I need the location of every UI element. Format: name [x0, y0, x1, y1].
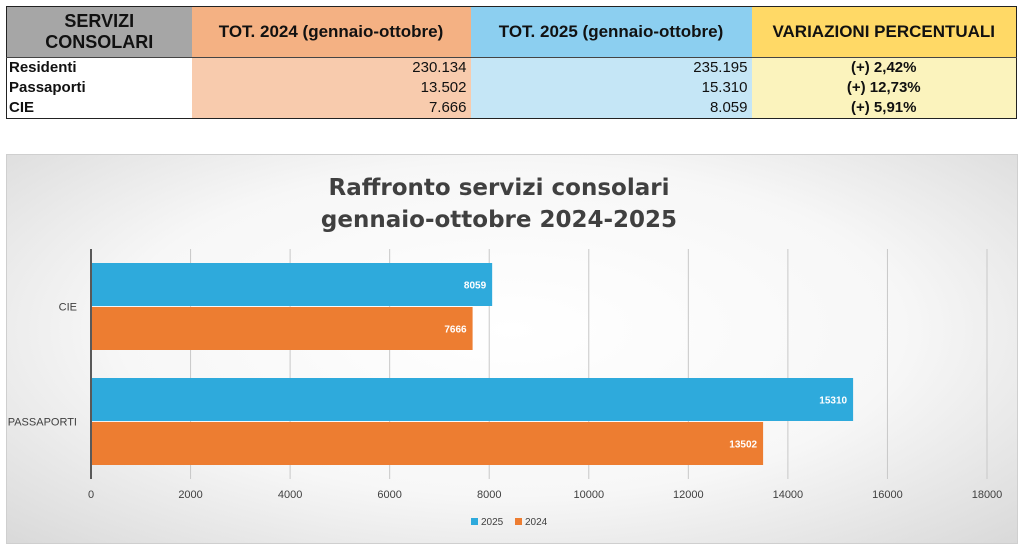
cell-variation: (+) 5,91% — [751, 98, 1017, 119]
cell-variation: (+) 2,42% — [751, 57, 1017, 78]
x-tick-label: 6000 — [377, 489, 401, 501]
chart-title-line: gennaio-ottobre 2024-2025 — [321, 207, 677, 233]
row-label: CIE — [6, 98, 192, 119]
legend-swatch-2025 — [471, 518, 478, 525]
x-tick-label: 14000 — [773, 489, 804, 501]
cell-2024: 13.502 — [191, 78, 471, 98]
category-label: CIE — [59, 302, 77, 314]
header-variations: VARIAZIONI PERCENTUALI — [751, 6, 1017, 58]
header-tot-2025: TOT. 2025 (gennaio-ottobre) — [470, 6, 752, 58]
header-services: SERVIZI CONSOLARI — [6, 6, 192, 58]
row-label: Residenti — [6, 57, 192, 78]
legend-label: 2025 — [481, 517, 504, 528]
x-tick-label: 12000 — [673, 489, 704, 501]
x-tick-label: 10000 — [573, 489, 604, 501]
data-label: 7666 — [444, 325, 467, 336]
bar-2024-passaporti — [91, 422, 764, 465]
cell-2024: 7.666 — [191, 98, 471, 119]
table-header-row: SERVIZI CONSOLARI TOT. 2024 (gennaio-otto… — [6, 6, 1017, 58]
header-tot-2024: TOT. 2024 (gennaio-ottobre) — [191, 6, 471, 58]
row-label: Passaporti — [6, 78, 192, 98]
bar-chart: Raffronto servizi consolari gennaio-ottob… — [8, 175, 1003, 528]
x-tick-label: 8000 — [477, 489, 501, 501]
cell-variation: (+) 12,73% — [751, 78, 1017, 98]
data-label: 8059 — [464, 281, 487, 292]
category-label: PASSAPORTI — [8, 417, 77, 429]
x-tick-label: 4000 — [278, 489, 302, 501]
table-row: Passaporti 13.502 15.310 (+) 12,73% — [6, 78, 1017, 98]
chart-title-line: Raffronto servizi consolari — [329, 175, 670, 201]
legend-label: 2024 — [525, 517, 548, 528]
consular-services-table: SERVIZI CONSOLARI TOT. 2024 (gennaio-otto… — [6, 6, 1017, 119]
cell-2025: 15.310 — [470, 78, 752, 98]
header-services-line2: CONSOLARI — [45, 32, 154, 52]
cell-2025: 235.195 — [470, 57, 752, 78]
x-tick-label: 18000 — [972, 489, 1003, 501]
chart-panel: Raffronto servizi consolari gennaio-ottob… — [6, 154, 1018, 544]
table-row: CIE 7.666 8.059 (+) 5,91% — [6, 98, 1017, 119]
x-tick-label: 0 — [88, 489, 94, 501]
cell-2025: 8.059 — [470, 98, 752, 119]
x-tick-label: 2000 — [178, 489, 202, 501]
bar-2024-cie — [91, 307, 473, 350]
header-services-line1: SERVIZI — [64, 11, 135, 31]
bar-2025-cie — [91, 263, 493, 306]
data-label: 15310 — [819, 396, 847, 407]
table-row: Residenti 230.134 235.195 (+) 2,42% — [6, 57, 1017, 78]
bar-2025-passaporti — [91, 378, 854, 421]
data-label: 13502 — [729, 440, 757, 451]
legend-swatch-2024 — [515, 518, 522, 525]
cell-2024: 230.134 — [191, 57, 471, 78]
x-tick-label: 16000 — [872, 489, 903, 501]
